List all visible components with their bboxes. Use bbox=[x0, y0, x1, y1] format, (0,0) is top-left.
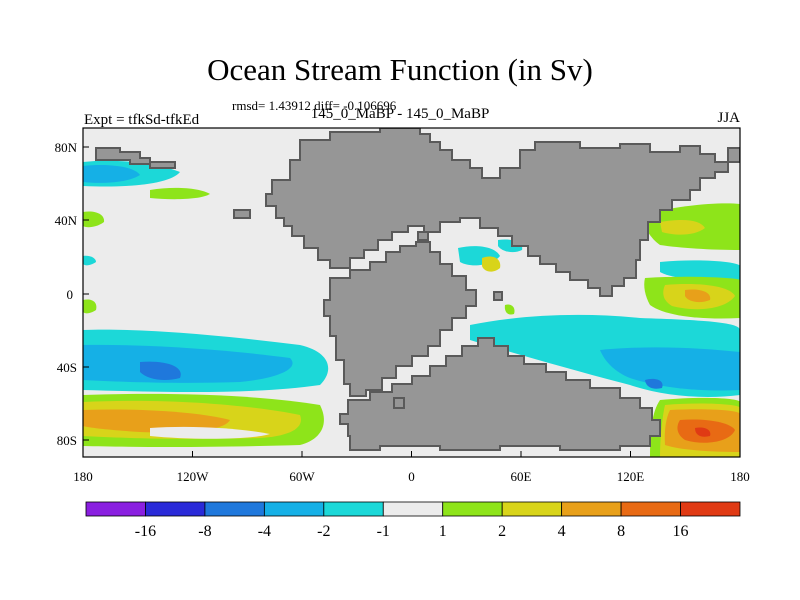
contour-band-neg2-south bbox=[83, 344, 293, 383]
contour-band-pos-npac bbox=[150, 187, 210, 200]
contour-band-neg4-east bbox=[645, 378, 663, 389]
colorbar-swatch bbox=[501, 501, 563, 517]
colorbar-swatch bbox=[263, 501, 325, 517]
contour-band-pos16-east bbox=[695, 427, 711, 437]
x-tick-label: 180 bbox=[730, 469, 750, 484]
land-masses bbox=[95, 128, 740, 451]
contour-band-neg4-south bbox=[140, 361, 181, 380]
contour-band-neg2-east bbox=[600, 347, 740, 391]
land-laurasia bbox=[265, 128, 729, 297]
y-tick-label: 80N bbox=[55, 140, 78, 155]
contour-band-pos-tethys bbox=[482, 256, 501, 272]
contour-band-pos4-epac bbox=[685, 289, 711, 303]
x-tick-label: 0 bbox=[408, 469, 415, 484]
colorbar-label: -1 bbox=[377, 523, 390, 540]
contour-band-pos-wpac bbox=[83, 299, 97, 314]
x-tick-label: 120E bbox=[617, 469, 645, 484]
y-tick-label: 40S bbox=[57, 360, 77, 375]
contour-band-neg-nepac bbox=[660, 260, 740, 281]
land-arctic-island bbox=[95, 147, 176, 169]
colorbar-swatch bbox=[620, 501, 681, 517]
y-tick-labels: 80N 40N 0 40S 80S bbox=[55, 140, 78, 448]
colorbar-label: 1 bbox=[439, 523, 447, 540]
land-island-small2 bbox=[417, 231, 429, 241]
colorbar-label: -4 bbox=[258, 523, 271, 540]
colorbar-swatch bbox=[323, 501, 384, 517]
land-island-small1 bbox=[233, 209, 251, 219]
land-island-small3 bbox=[393, 397, 405, 409]
y-tick-label: 40N bbox=[55, 213, 78, 228]
period-label: 145_0_MaBP - 145_0_MaBP bbox=[310, 106, 490, 122]
colorbar-swatch bbox=[204, 501, 265, 517]
colorbar-label: 8 bbox=[617, 523, 625, 540]
season-label: JJA bbox=[717, 110, 740, 126]
colorbar-swatch bbox=[442, 501, 503, 517]
x-tick-labels: 180 120W 60W 0 60E 120E 180 bbox=[73, 469, 750, 484]
colorbar-swatch bbox=[382, 501, 444, 517]
plot-title: Ocean Stream Function (in Sv) bbox=[207, 52, 593, 87]
land-island-small4 bbox=[493, 291, 503, 301]
y-tick-label: 0 bbox=[67, 287, 74, 302]
contour-band-pos2-nwpac bbox=[660, 220, 705, 235]
contour-band-neg-nwpac3 bbox=[83, 255, 96, 266]
colorbar-swatch bbox=[680, 501, 741, 517]
land-arctic-east bbox=[727, 147, 740, 163]
colorbar-label: -8 bbox=[198, 523, 211, 540]
contour-band-neg2-npac bbox=[83, 165, 140, 183]
contour-band-pos4-south bbox=[83, 409, 230, 433]
land-antarctica-australia bbox=[339, 337, 661, 451]
colorbar-label: -16 bbox=[135, 523, 156, 540]
colorbar-label: -2 bbox=[317, 523, 330, 540]
x-tick-label: 60E bbox=[511, 469, 532, 484]
x-tick-label: 60W bbox=[289, 469, 315, 484]
experiment-label: Expt = tfkSd-tfkEd bbox=[84, 112, 200, 128]
contour-fills bbox=[83, 149, 740, 457]
colorbar-swatch bbox=[561, 501, 622, 517]
colorbar-labels: -16 -8 -4 -2 -1 1 2 4 8 16 bbox=[135, 523, 689, 540]
colorbar-swatch bbox=[145, 501, 206, 517]
x-tick-label: 180 bbox=[73, 469, 93, 484]
colorbar-label: 16 bbox=[673, 523, 689, 540]
x-tick-label: 120W bbox=[177, 469, 210, 484]
y-tick-label: 80S bbox=[57, 433, 77, 448]
land-gondwana-west bbox=[323, 241, 477, 397]
colorbar-label: 2 bbox=[498, 523, 506, 540]
stats-label: rmsd= 1.43912 diff= -0.106696 bbox=[232, 98, 397, 113]
contour-band-white-south bbox=[150, 426, 270, 439]
contour-band-pos-nwpac2 bbox=[83, 211, 105, 228]
tick-marks bbox=[82, 146, 741, 457]
colorbar-label: 4 bbox=[558, 523, 566, 540]
colorbar-swatch bbox=[85, 501, 146, 517]
contour-band-pos-tethys2 bbox=[504, 304, 515, 315]
colorbar bbox=[85, 501, 741, 517]
